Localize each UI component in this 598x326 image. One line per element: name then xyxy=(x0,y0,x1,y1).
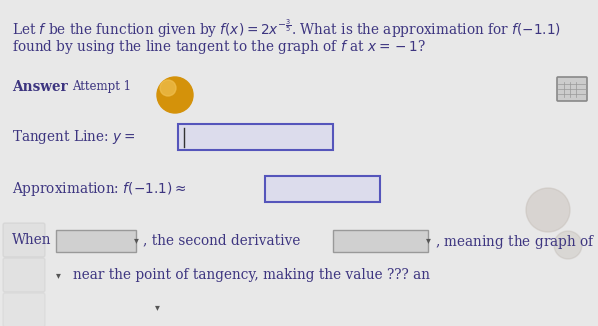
FancyBboxPatch shape xyxy=(265,176,380,202)
Text: , meaning the graph of $f$ is: , meaning the graph of $f$ is xyxy=(435,233,598,251)
Circle shape xyxy=(157,77,193,113)
Circle shape xyxy=(160,80,176,96)
Text: found by using the line tangent to the graph of $f$ at $x = -1$?: found by using the line tangent to the g… xyxy=(12,38,426,56)
Text: Tangent Line: $y =$: Tangent Line: $y =$ xyxy=(12,128,135,146)
Text: ▾: ▾ xyxy=(56,270,61,280)
Text: near the point of tangency, making the value ??? an: near the point of tangency, making the v… xyxy=(73,268,430,282)
Text: , the second derivative: , the second derivative xyxy=(143,233,300,247)
FancyBboxPatch shape xyxy=(3,258,45,292)
FancyBboxPatch shape xyxy=(178,124,333,150)
Circle shape xyxy=(554,231,582,259)
FancyBboxPatch shape xyxy=(56,230,136,252)
FancyBboxPatch shape xyxy=(557,77,587,101)
Text: Approximation: $f(-1.1) \approx$: Approximation: $f(-1.1) \approx$ xyxy=(12,180,186,198)
Text: Attempt 1: Attempt 1 xyxy=(72,80,131,93)
FancyBboxPatch shape xyxy=(333,230,428,252)
Text: ▾: ▾ xyxy=(155,302,160,312)
Text: Answer: Answer xyxy=(12,80,68,94)
Text: Let $f$ be the function given by $f(x) = 2x^{-\frac{3}{5}}$. What is the approxi: Let $f$ be the function given by $f(x) =… xyxy=(12,18,561,40)
FancyBboxPatch shape xyxy=(3,293,45,326)
FancyBboxPatch shape xyxy=(3,223,45,257)
Circle shape xyxy=(526,188,570,232)
Text: ▾: ▾ xyxy=(134,235,139,245)
Text: ▾: ▾ xyxy=(426,235,431,245)
Text: When: When xyxy=(12,233,51,247)
